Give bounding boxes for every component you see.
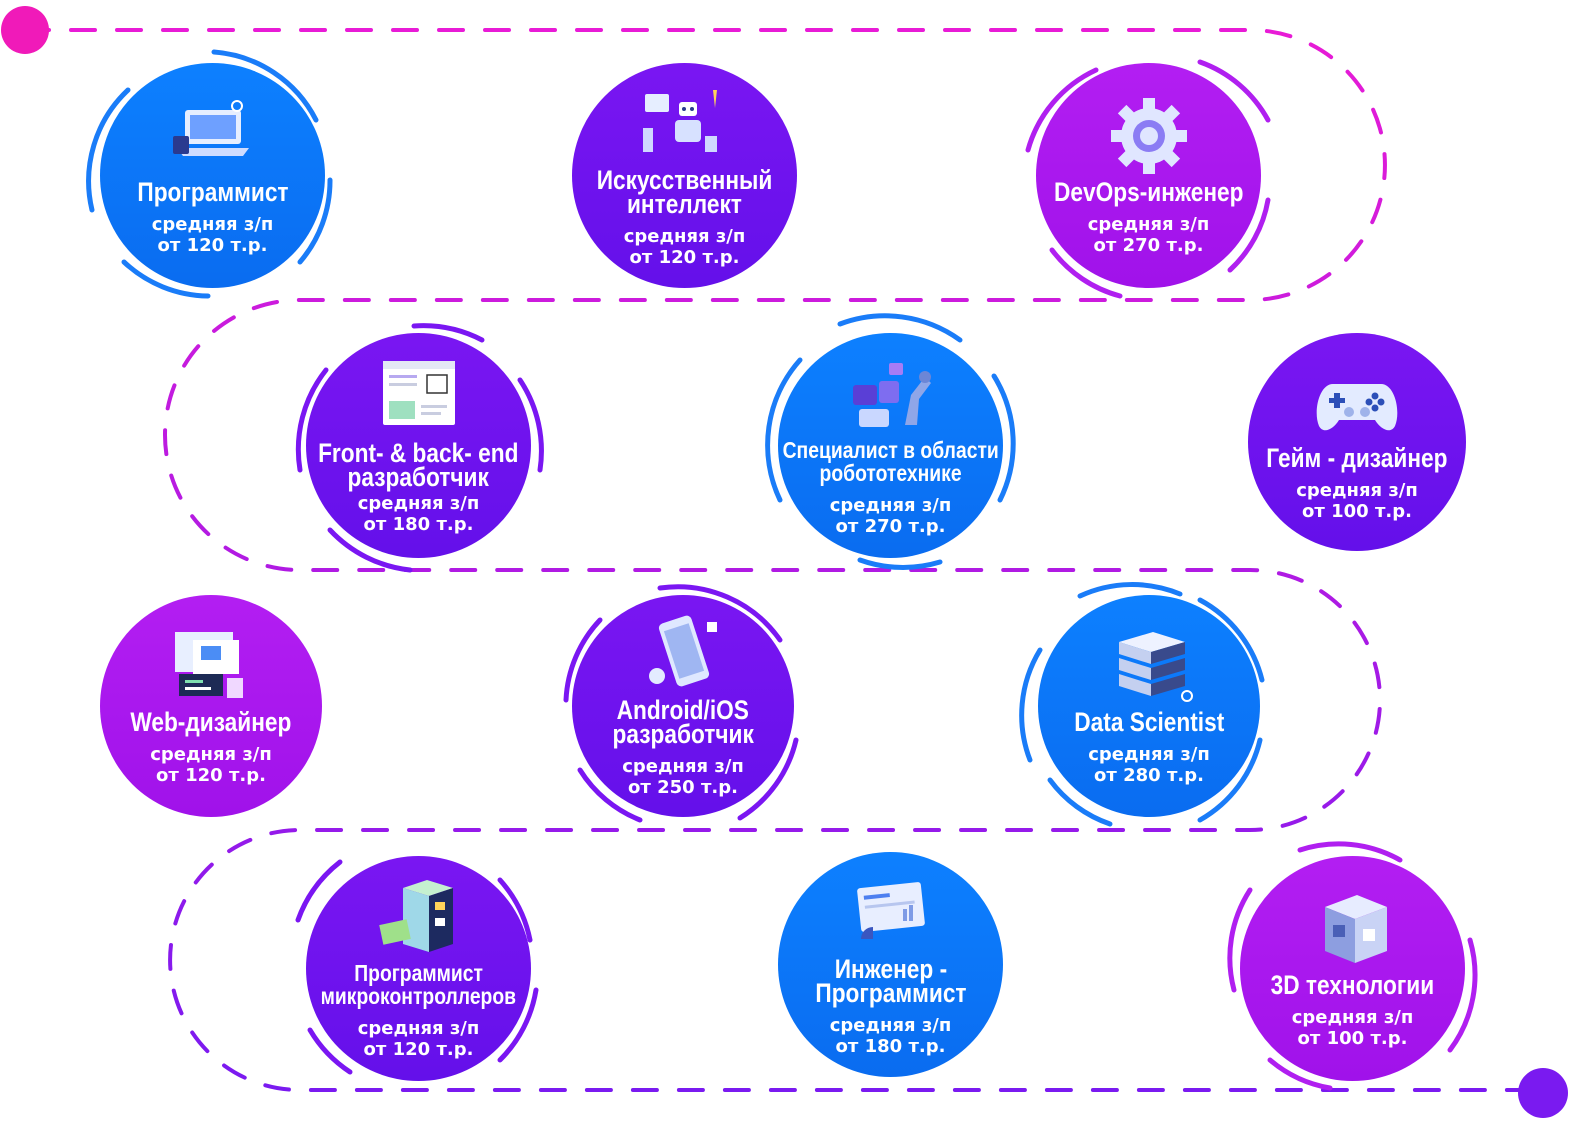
node-ai[interactable]: Искусственный интеллект средняя з/п от 1… [572,63,797,288]
salary-value: от 100 т.р. [1302,501,1412,522]
node-title: DevOps-инженер [1053,176,1244,207]
salary-value: от 120 т.р. [157,234,268,256]
node-title: Data Scientist [1074,707,1224,737]
cube-icon [1324,894,1387,963]
salary-label: средняя з/п [1296,480,1418,501]
node-title: микроконтроллеров [320,982,517,1009]
gear-icon [1110,97,1187,174]
dashboard-icon [856,881,925,939]
node-title: Front- & back- end [318,437,519,468]
salary-label: средняя з/п [829,494,952,516]
smartphone-icon [649,615,717,687]
node-programmist[interactable]: Программист средняя з/п от 120 т.р. [100,63,325,288]
node-title: робототехнике [819,459,962,486]
salary-value: от 280 т.р. [1094,765,1204,786]
node-title: Android/iOS [616,695,750,725]
laptop-icon [172,99,249,156]
node-title: Искусственный [596,164,773,195]
salary-value: от 120 т.р. [156,765,266,786]
node-datascience[interactable]: Data Scientist средняя з/п от 280 т.р. [1038,595,1260,817]
salary-label: средняя з/п [622,756,744,777]
salary-label: средняя з/п [623,225,746,247]
node-devops[interactable]: DevOps-инженер средняя з/п от 270 т.р. [1036,63,1261,288]
browser-window-icon [382,360,455,425]
node-title: интеллект [627,188,742,219]
start-dot [1,6,49,54]
node-webdesign[interactable]: Web-дизайнер средняя з/п от 120 т.р. [100,595,322,817]
node-title: разработчик [612,719,754,749]
node-gamedesign[interactable]: Гейм - дизайнер средняя з/п от 100 т.р. [1248,333,1466,551]
salary-value: от 120 т.р. [629,246,740,268]
salary-label: средняя з/п [1088,744,1210,765]
salary-label: средняя з/п [151,213,274,235]
salary-value: от 180 т.р. [363,513,474,535]
node-title: Программист [814,977,967,1008]
salary-value: от 270 т.р. [1093,234,1204,256]
node-title: Web-дизайнер [130,707,292,737]
robot-icon [642,89,717,152]
node-robotics[interactable]: Специалист в области робототехнике средн… [778,333,1003,558]
node-mobile[interactable]: Android/iOS разработчик средняя з/п от 2… [572,595,794,817]
node-title: Инженер - [834,953,947,984]
node-engineer[interactable]: Инженер - Программист средняя з/п от 180… [778,852,1003,1077]
salary-value: от 250 т.р. [628,777,738,798]
salary-label: средняя з/п [150,744,272,765]
salary-label: средняя з/п [1291,1006,1414,1028]
node-frontback[interactable]: Front- & back- end разработчик средняя з… [306,333,531,558]
end-dot [1518,1068,1568,1118]
node-microcontrollers[interactable]: Программист микроконтроллеров средняя з/… [306,856,531,1081]
salary-label: средняя з/п [357,1017,480,1039]
salary-value: от 270 т.р. [835,515,946,537]
web-pages-icon [175,632,243,698]
salary-value: от 120 т.р. [363,1038,474,1060]
salary-label: средняя з/п [357,492,480,514]
node-title: Гейм - дизайнер [1266,443,1448,473]
salary-label: средняя з/п [1087,213,1210,235]
salary-value: от 180 т.р. [835,1035,946,1057]
node-title: Программист [354,959,483,986]
robot-arm-icon [852,362,931,427]
node-title: разработчик [347,461,490,492]
server-icon [1119,632,1193,702]
salary-value: от 100 т.р. [1297,1027,1408,1049]
node-threed[interactable]: 3D технологии средняя з/п от 100 т.р. [1240,856,1465,1081]
node-title: Специалист в области [782,436,999,463]
chip-building-icon [378,879,453,952]
node-title: Программист [136,176,289,207]
salary-label: средняя з/п [829,1014,952,1036]
node-title: 3D технологии [1270,969,1435,1000]
gamepad-icon [1316,384,1398,431]
